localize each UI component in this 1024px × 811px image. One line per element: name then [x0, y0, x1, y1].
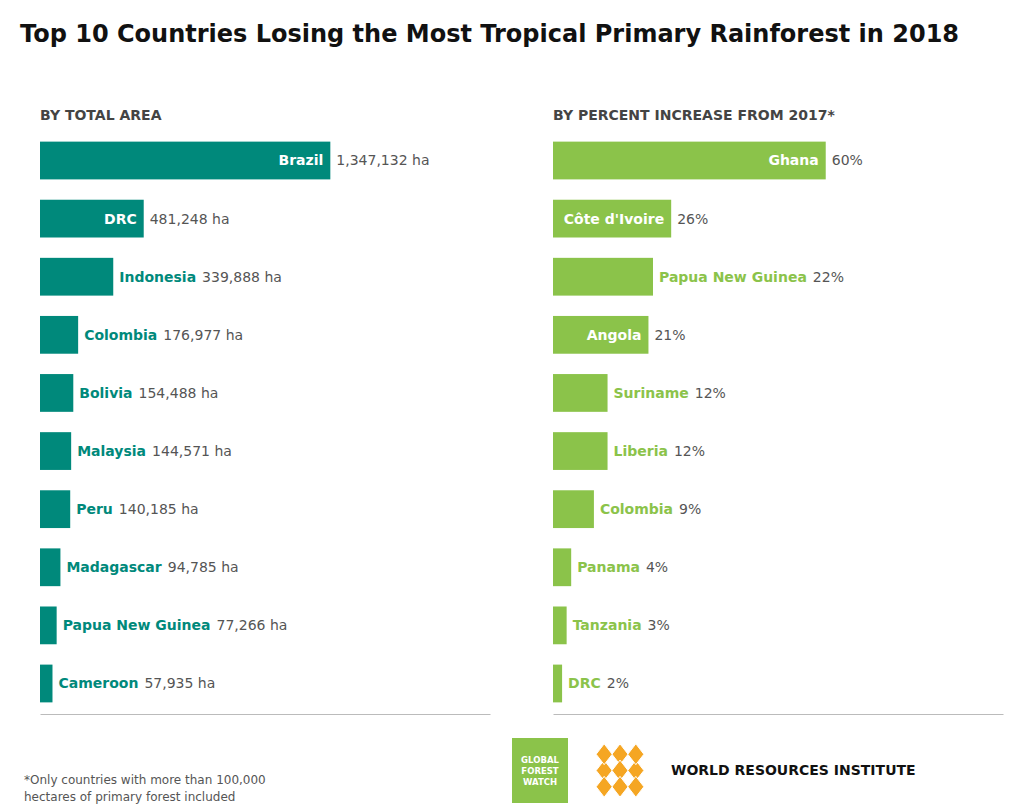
data-label: 140,185 ha	[119, 501, 199, 517]
text-line: hectares of primary forest included	[24, 790, 235, 804]
data-label: 144,571 ha	[152, 443, 232, 459]
category-label: Papua New Guinea	[63, 617, 211, 633]
bar	[553, 432, 608, 470]
data-label: 21%	[654, 327, 685, 343]
bar	[40, 316, 78, 354]
subtitle: BY TOTAL AREA	[40, 107, 162, 123]
data-label: 22%	[813, 269, 844, 285]
category-label: Liberia	[614, 443, 668, 459]
category-label: Ghana	[768, 152, 818, 168]
logo-box	[512, 738, 568, 803]
bar	[553, 606, 567, 644]
bar	[553, 200, 671, 238]
data-label: 154,488 ha	[139, 385, 219, 401]
category-label: DRC	[568, 675, 601, 691]
title: Top 10 Countries Losing the Most Tropica…	[20, 20, 959, 48]
footer: *Only countries with more than 100,000 he…	[24, 738, 916, 804]
text-line: WATCH	[523, 777, 557, 787]
subtitle: BY PERCENT INCREASE FROM 2017*	[553, 107, 835, 123]
x-axis	[554, 714, 1004, 715]
bar	[40, 142, 330, 180]
data-label: 2%	[607, 675, 629, 691]
logo-diamond	[596, 744, 612, 765]
text-line: FOREST	[521, 766, 559, 776]
logo-text: GLOBALFORESTWATCH	[521, 755, 559, 787]
category-label: Papua New Guinea	[659, 269, 807, 285]
category-label: Cameroon	[58, 675, 138, 691]
bar	[40, 374, 73, 412]
axis-line	[41, 714, 491, 715]
data-label: 3%	[648, 617, 670, 633]
data-label: 1,347,132 ha	[336, 152, 429, 168]
logo-diamond	[628, 776, 644, 797]
data-label: 77,266 ha	[216, 617, 287, 633]
data-label: 12%	[695, 385, 726, 401]
labels: Ghana 60% Côte d'Ivoire 26% Papua New Guinea…	[564, 152, 863, 691]
chart-root: Top 10 Countries Losing the Most Tropica…	[0, 0, 1024, 811]
data-label: 339,888 ha	[202, 269, 282, 285]
category-label: Bolivia	[79, 385, 132, 401]
text-line: GLOBAL	[521, 755, 559, 765]
bar	[40, 548, 60, 586]
bar	[553, 374, 608, 412]
logo-diamond	[612, 776, 628, 797]
bar	[553, 665, 562, 703]
bar	[40, 432, 71, 470]
logo-diamond	[628, 744, 644, 765]
text-line: *Only countries with more than 100,000	[24, 773, 266, 787]
category-label: DRC	[104, 211, 137, 227]
data-label: 94,785 ha	[168, 559, 239, 575]
bar	[553, 316, 648, 354]
bars	[40, 142, 330, 703]
data-label: 60%	[832, 152, 863, 168]
bar	[553, 490, 594, 528]
category-label: Indonesia	[119, 269, 196, 285]
category-label: Angola	[587, 327, 642, 343]
data-label: 481,248 ha	[150, 211, 230, 227]
category-label: Brazil	[279, 152, 324, 168]
bar	[40, 258, 113, 296]
category-label: Panama	[577, 559, 640, 575]
panel: BY TOTAL AREA Brazil 1,347,132 ha DRC 481,24…	[40, 107, 491, 715]
bars	[553, 142, 826, 703]
panel: BY PERCENT INCREASE FROM 2017* Ghana 60% Cô…	[553, 107, 1004, 715]
bar	[553, 258, 653, 296]
category-label: Tanzania	[573, 617, 642, 633]
bar	[40, 665, 52, 703]
data-label: 176,977 ha	[163, 327, 243, 343]
category-label: Suriname	[614, 385, 689, 401]
bar	[40, 606, 57, 644]
category-label: Colombia	[84, 327, 157, 343]
logo-diamond	[596, 776, 612, 797]
category-label: Madagascar	[66, 559, 161, 575]
data-label: 4%	[646, 559, 668, 575]
category-label: Côte d'Ivoire	[564, 211, 664, 227]
bar	[40, 490, 70, 528]
axis-line	[554, 714, 1004, 715]
bar	[40, 200, 144, 238]
category-label: Colombia	[600, 501, 673, 517]
logo-name: WORLD RESOURCES INSTITUTE	[671, 762, 916, 778]
labels: Brazil 1,347,132 ha DRC 481,248 ha Indonesia…	[58, 152, 429, 691]
bar	[553, 548, 571, 586]
footnote: *Only countries with more than 100,000 he…	[24, 773, 266, 804]
data-label: 12%	[674, 443, 705, 459]
x-axis	[41, 714, 491, 715]
data-label: 9%	[679, 501, 701, 517]
bar	[553, 142, 826, 180]
data-label: 26%	[677, 211, 708, 227]
data-label: 57,935 ha	[144, 675, 215, 691]
category-label: Malaysia	[77, 443, 146, 459]
category-label: Peru	[76, 501, 113, 517]
